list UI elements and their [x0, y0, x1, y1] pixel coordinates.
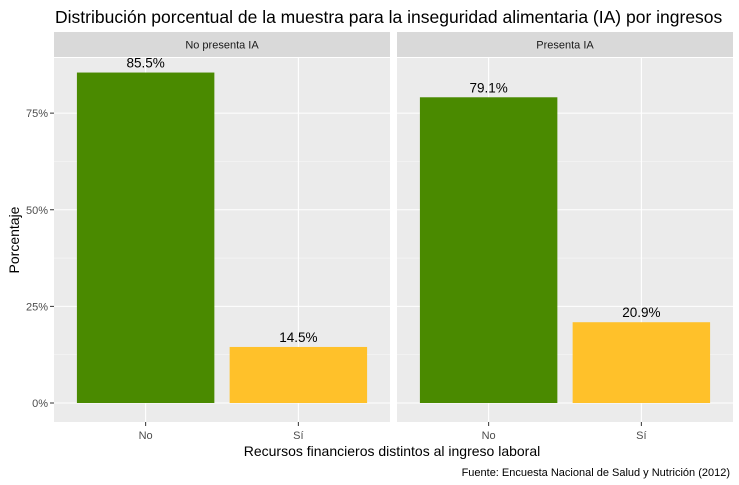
facet-strip	[54, 32, 390, 57]
bar	[572, 322, 711, 403]
bar	[76, 72, 215, 403]
y-tick-label: 50%	[26, 205, 48, 217]
x-tick-label: No	[139, 430, 153, 442]
x-tick-label: No	[482, 430, 496, 442]
bar-value-label: 79.1%	[469, 80, 507, 95]
facet-strip	[397, 32, 733, 57]
x-tick-label: Sí	[293, 430, 303, 442]
y-tick-label: 0%	[32, 398, 48, 410]
bar	[419, 97, 558, 403]
y-axis-title: Porcentaje	[6, 206, 22, 273]
facet-strip-label: Presenta IA	[536, 40, 594, 52]
bar	[229, 346, 368, 403]
y-tick-label: 75%	[26, 108, 48, 120]
y-tick-label: 25%	[26, 301, 48, 313]
bar-value-label: 20.9%	[622, 305, 660, 320]
chart-title: Distribución porcentual de la muestra pa…	[55, 7, 723, 27]
facet-strip-label: No presenta IA	[185, 40, 259, 52]
x-tick-label: Sí	[636, 430, 646, 442]
bar-value-label: 85.5%	[126, 56, 164, 71]
x-axis-title: Recursos financieros distintos al ingres…	[244, 443, 540, 459]
bar-value-label: 14.5%	[279, 330, 317, 345]
source-caption: Fuente: Encuesta Nacional de Salud y Nut…	[462, 467, 730, 479]
